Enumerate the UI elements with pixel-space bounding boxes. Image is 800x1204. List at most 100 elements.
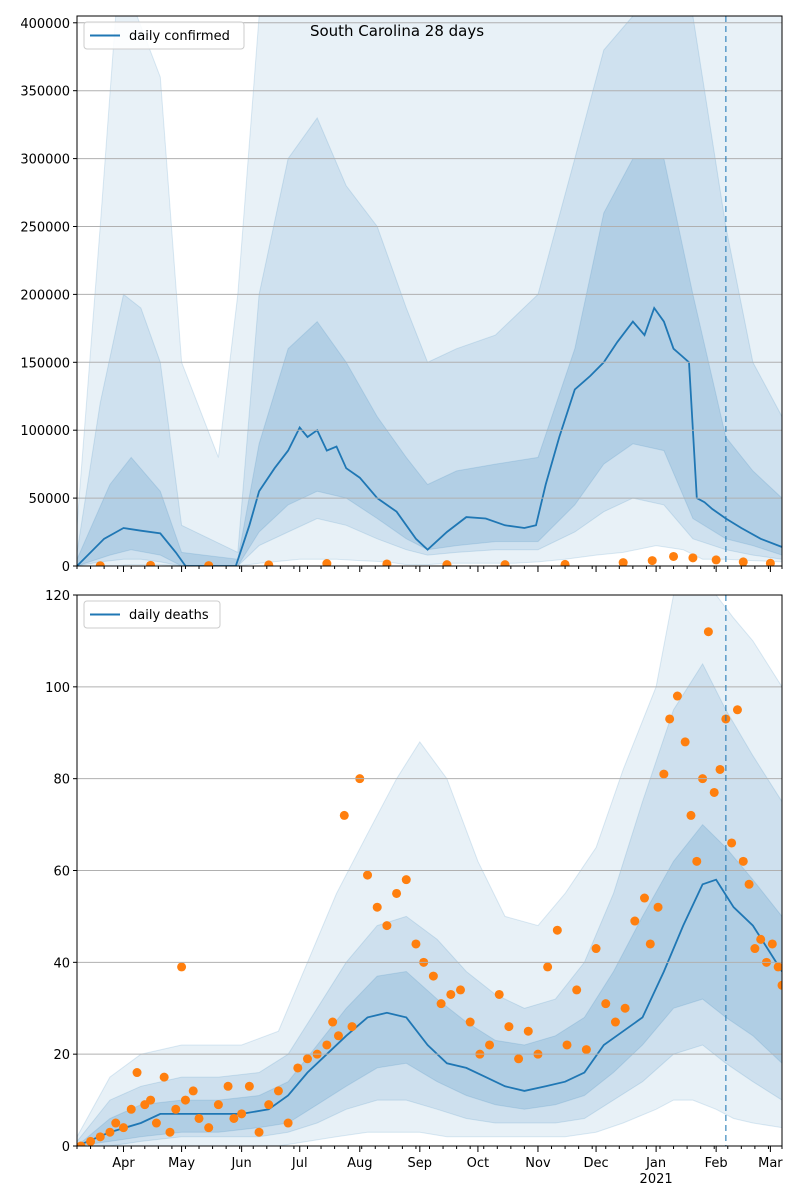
series-line: [77, 306, 782, 566]
legend-box: [83, 21, 245, 50]
scatter-point: [111, 1118, 121, 1128]
scatter-point: [703, 627, 713, 637]
y-tick-label: 200000: [20, 288, 70, 303]
scatter-point: [333, 1031, 343, 1041]
scatter-point: [188, 1086, 198, 1096]
scatter-point: [392, 888, 402, 898]
scatter-point: [204, 1123, 214, 1133]
x-tick-label: Nov: [525, 1156, 551, 1171]
scatter-point: [494, 989, 504, 999]
scatter-point: [165, 1127, 175, 1137]
scatter-point: [77, 1141, 86, 1146]
scatter-point: [552, 925, 562, 935]
scatter-point: [146, 560, 156, 566]
scatter-point: [442, 560, 452, 566]
scatter-point: [372, 902, 382, 912]
y-tick-label: 250000: [20, 220, 70, 235]
scatter-point: [665, 714, 675, 724]
scatter-point: [669, 551, 679, 561]
scatter-point: [504, 1022, 514, 1032]
scatter-point: [132, 1068, 142, 1078]
scatter-point: [688, 553, 698, 563]
scatter-point: [738, 856, 748, 866]
y-tick-label: 300000: [20, 153, 70, 168]
scatter-point: [273, 1086, 283, 1096]
scatter-point: [95, 1132, 105, 1142]
scatter-point: [620, 1003, 630, 1013]
scatter-point: [363, 870, 373, 880]
scatter-point: [339, 810, 349, 820]
scatter-point: [159, 1072, 169, 1082]
scatter-point: [715, 764, 725, 774]
scatter-point: [692, 856, 702, 866]
scatter-point: [254, 1127, 264, 1137]
scatter-point: [95, 561, 105, 566]
scatter-point: [572, 985, 582, 995]
scatter-point: [171, 1104, 181, 1114]
y-tick-label: 400000: [20, 17, 70, 32]
legend-box: [83, 600, 221, 629]
confirmed-panel: 0 50000 100000 150000 200000 250000 300000 3500…: [20, 15, 783, 575]
uncertainty-band-3: [77, 823, 782, 1146]
scatter-point: [322, 1040, 332, 1050]
scatter-point: [213, 1100, 223, 1110]
scatter-point: [328, 1017, 338, 1027]
scatter-point: [709, 787, 719, 797]
y-tick-label: 80: [53, 773, 70, 788]
scatter-point: [765, 558, 775, 566]
scatter-point: [750, 944, 760, 954]
scatter-point: [653, 902, 663, 912]
scatter-point: [618, 558, 628, 566]
scatter-point: [382, 921, 392, 931]
scatter-point: [382, 559, 392, 566]
scatter-point: [146, 1095, 156, 1105]
scatter-point: [647, 556, 657, 566]
scatter-point: [514, 1054, 524, 1064]
legend: daily confirmed: [83, 21, 245, 50]
scatter-point: [283, 1118, 293, 1128]
y-tick-label: 20: [53, 1048, 70, 1063]
scatter-point: [118, 1123, 128, 1133]
scatter-point: [264, 1100, 274, 1110]
y-tick-label: 100: [45, 681, 70, 696]
scatter-point: [436, 999, 446, 1009]
scatter-point: [151, 1118, 161, 1128]
uncertainty-band-3: [77, 158, 782, 566]
scatter-point: [244, 1081, 254, 1091]
legend: daily deaths: [83, 600, 221, 629]
scatter-point: [223, 1081, 233, 1091]
scatter-point: [711, 555, 721, 565]
scatter-point: [500, 560, 510, 566]
scatter-point: [465, 1017, 475, 1027]
scatter-point: [601, 999, 611, 1009]
scatter-point: [543, 962, 553, 972]
scatter-point: [560, 559, 570, 566]
scatter-point: [659, 769, 669, 779]
x-tick-label: Oct: [467, 1156, 489, 1171]
plot-area: [77, 595, 782, 1146]
scatter-point: [738, 557, 748, 566]
uncertainty-band-1: [77, 16, 782, 566]
series-line: [77, 878, 782, 1146]
y-tick-label: 0: [62, 560, 70, 575]
y-tick-label: 50000: [29, 492, 70, 507]
scatter-point: [411, 939, 421, 949]
y-tick-label: 40: [53, 956, 70, 971]
scatter-point: [293, 1063, 303, 1073]
scatter-point: [645, 939, 655, 949]
scatter-point: [591, 944, 601, 954]
scatter-point: [672, 691, 682, 701]
x-tick-label: May: [168, 1156, 195, 1171]
scatter-point: [204, 561, 214, 566]
scatter-point: [446, 989, 456, 999]
scatter-point: [773, 962, 782, 972]
scatter-point: [767, 939, 777, 949]
x-year-label: 2021: [640, 1172, 673, 1187]
chart-title: South Carolina 28 days: [310, 22, 484, 40]
scatter-point: [756, 934, 766, 944]
scatter-point: [680, 737, 690, 747]
scatter-point: [630, 916, 640, 926]
scatter-point: [86, 1136, 96, 1146]
y-tick-label: 150000: [20, 356, 70, 371]
